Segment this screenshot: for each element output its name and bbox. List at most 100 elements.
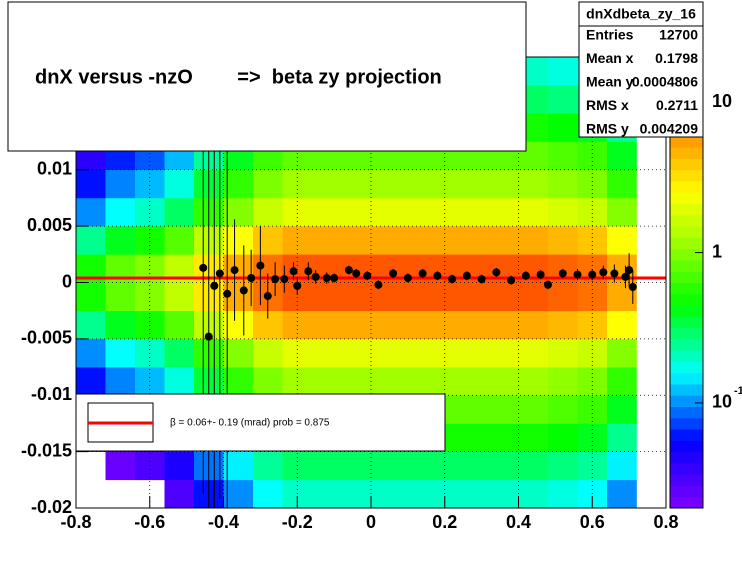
- heatmap-cell: [430, 282, 460, 311]
- profile-point: [492, 268, 501, 277]
- heatmap-cell: [371, 310, 401, 340]
- heatmap-cell: [607, 395, 637, 424]
- axes: -0.8 -0.6 -0.4 -0.2 0 0.2 0.4 0.6 0.8 -0.02 -0.015…: [21, 159, 679, 532]
- heatmap-cell: [312, 226, 342, 255]
- heatmap-cell: [282, 197, 313, 227]
- heatmap-cell: [282, 226, 313, 255]
- stats-label: Mean x: [586, 50, 634, 66]
- palette-step: [670, 496, 703, 509]
- heatmap-cell: [518, 479, 549, 508]
- palette-step: [670, 429, 703, 441]
- heatmap-cell: [577, 282, 608, 311]
- profile-point: [289, 267, 298, 276]
- heatmap-cell: [459, 479, 490, 508]
- heatmap-cell: [164, 479, 195, 508]
- profile-point: [230, 266, 239, 275]
- palette-step: [670, 383, 703, 396]
- heatmap-cell: [518, 310, 549, 340]
- heatmap-cell: [607, 226, 637, 255]
- x-tick-label: 0.2: [432, 512, 457, 532]
- heatmap-cell: [607, 141, 637, 171]
- profile-point: [352, 269, 361, 278]
- heatmap-cell: [253, 226, 283, 255]
- profile-point: [363, 271, 372, 280]
- palette-step: [670, 316, 703, 329]
- profile-point: [477, 275, 486, 284]
- heatmap-cell: [341, 338, 372, 368]
- heatmap-cell: [607, 169, 637, 199]
- heatmap-cell: [282, 310, 313, 340]
- heatmap-cell: [548, 479, 578, 508]
- palette-step: [670, 462, 703, 475]
- heatmap-cell: [518, 395, 549, 424]
- z-tick-label: 1: [712, 241, 722, 261]
- heatmap-cell: [253, 197, 283, 227]
- heatmap-cell: [341, 451, 372, 481]
- heatmap-cell: [548, 395, 578, 424]
- heatmap-cell: [548, 57, 578, 86]
- x-tick-label: 0.6: [580, 512, 605, 532]
- heatmap-cell: [223, 479, 254, 508]
- heatmap-cell: [76, 338, 106, 368]
- heatmap-cell: [312, 310, 342, 340]
- heatmap-cell: [105, 282, 136, 311]
- heatmap-cell: [489, 169, 519, 199]
- heatmap-cell: [164, 338, 195, 368]
- heatmap-cell: [76, 226, 106, 255]
- profile-point: [588, 270, 597, 279]
- heatmap-cell: [400, 169, 431, 199]
- heatmap-cell: [223, 197, 254, 227]
- heatmap-cell: [518, 367, 549, 396]
- stats-title: dnXdbeta_zy_16: [586, 6, 696, 22]
- palette-step: [670, 135, 703, 148]
- stats-value: 0.004209: [640, 121, 699, 137]
- profile-point: [256, 261, 265, 270]
- title-box: [7, 1, 527, 152]
- heatmap-cell: [607, 423, 637, 452]
- profile-point: [293, 281, 302, 290]
- profile-point: [433, 271, 442, 280]
- heatmap-cell: [341, 310, 372, 340]
- palette-step: [670, 406, 703, 419]
- heatmap-cell: [548, 226, 578, 255]
- heatmap-cell: [105, 367, 136, 396]
- heatmap-cell: [312, 169, 342, 199]
- heatmap-cell: [459, 197, 490, 227]
- stats-value: 12700: [659, 27, 698, 43]
- profile-point: [223, 289, 232, 298]
- heatmap-cell: [223, 226, 254, 255]
- y-tick-label: 0.005: [27, 215, 72, 235]
- profile-point: [247, 273, 256, 282]
- heatmap-cell: [430, 197, 460, 227]
- heatmap-cell: [312, 479, 342, 508]
- heatmap-cell: [459, 310, 490, 340]
- profile-point: [573, 270, 582, 279]
- heatmap-cell: [518, 423, 549, 452]
- heatmap-cell: [577, 226, 608, 255]
- palette-step: [670, 350, 703, 362]
- heatmap-cell: [400, 479, 431, 508]
- x-tick-label: 0.4: [506, 512, 531, 532]
- profile-point: [628, 283, 637, 292]
- heatmap-cell: [164, 169, 195, 199]
- heatmap-cell: [548, 282, 578, 311]
- profile-point: [625, 266, 634, 275]
- heatmap-cell: [164, 451, 195, 481]
- heatmap-cell: [548, 169, 578, 199]
- profile-point: [344, 266, 353, 275]
- palette-step: [670, 305, 703, 317]
- profile-point: [199, 263, 208, 272]
- profile-point: [204, 332, 213, 341]
- palette-step: [670, 203, 703, 216]
- heatmap-cell: [341, 169, 372, 199]
- heatmap-cell: [489, 282, 519, 311]
- heatmap-cell: [459, 451, 490, 481]
- heatmap-cell: [371, 169, 401, 199]
- heatmap-cell: [105, 169, 136, 199]
- palette-step: [670, 248, 703, 261]
- heatmap-cell: [253, 169, 283, 199]
- heatmap-cell: [312, 367, 342, 396]
- stats-label: Mean y: [586, 74, 634, 90]
- heatmap-cell: [76, 310, 106, 340]
- palette-step: [670, 181, 703, 193]
